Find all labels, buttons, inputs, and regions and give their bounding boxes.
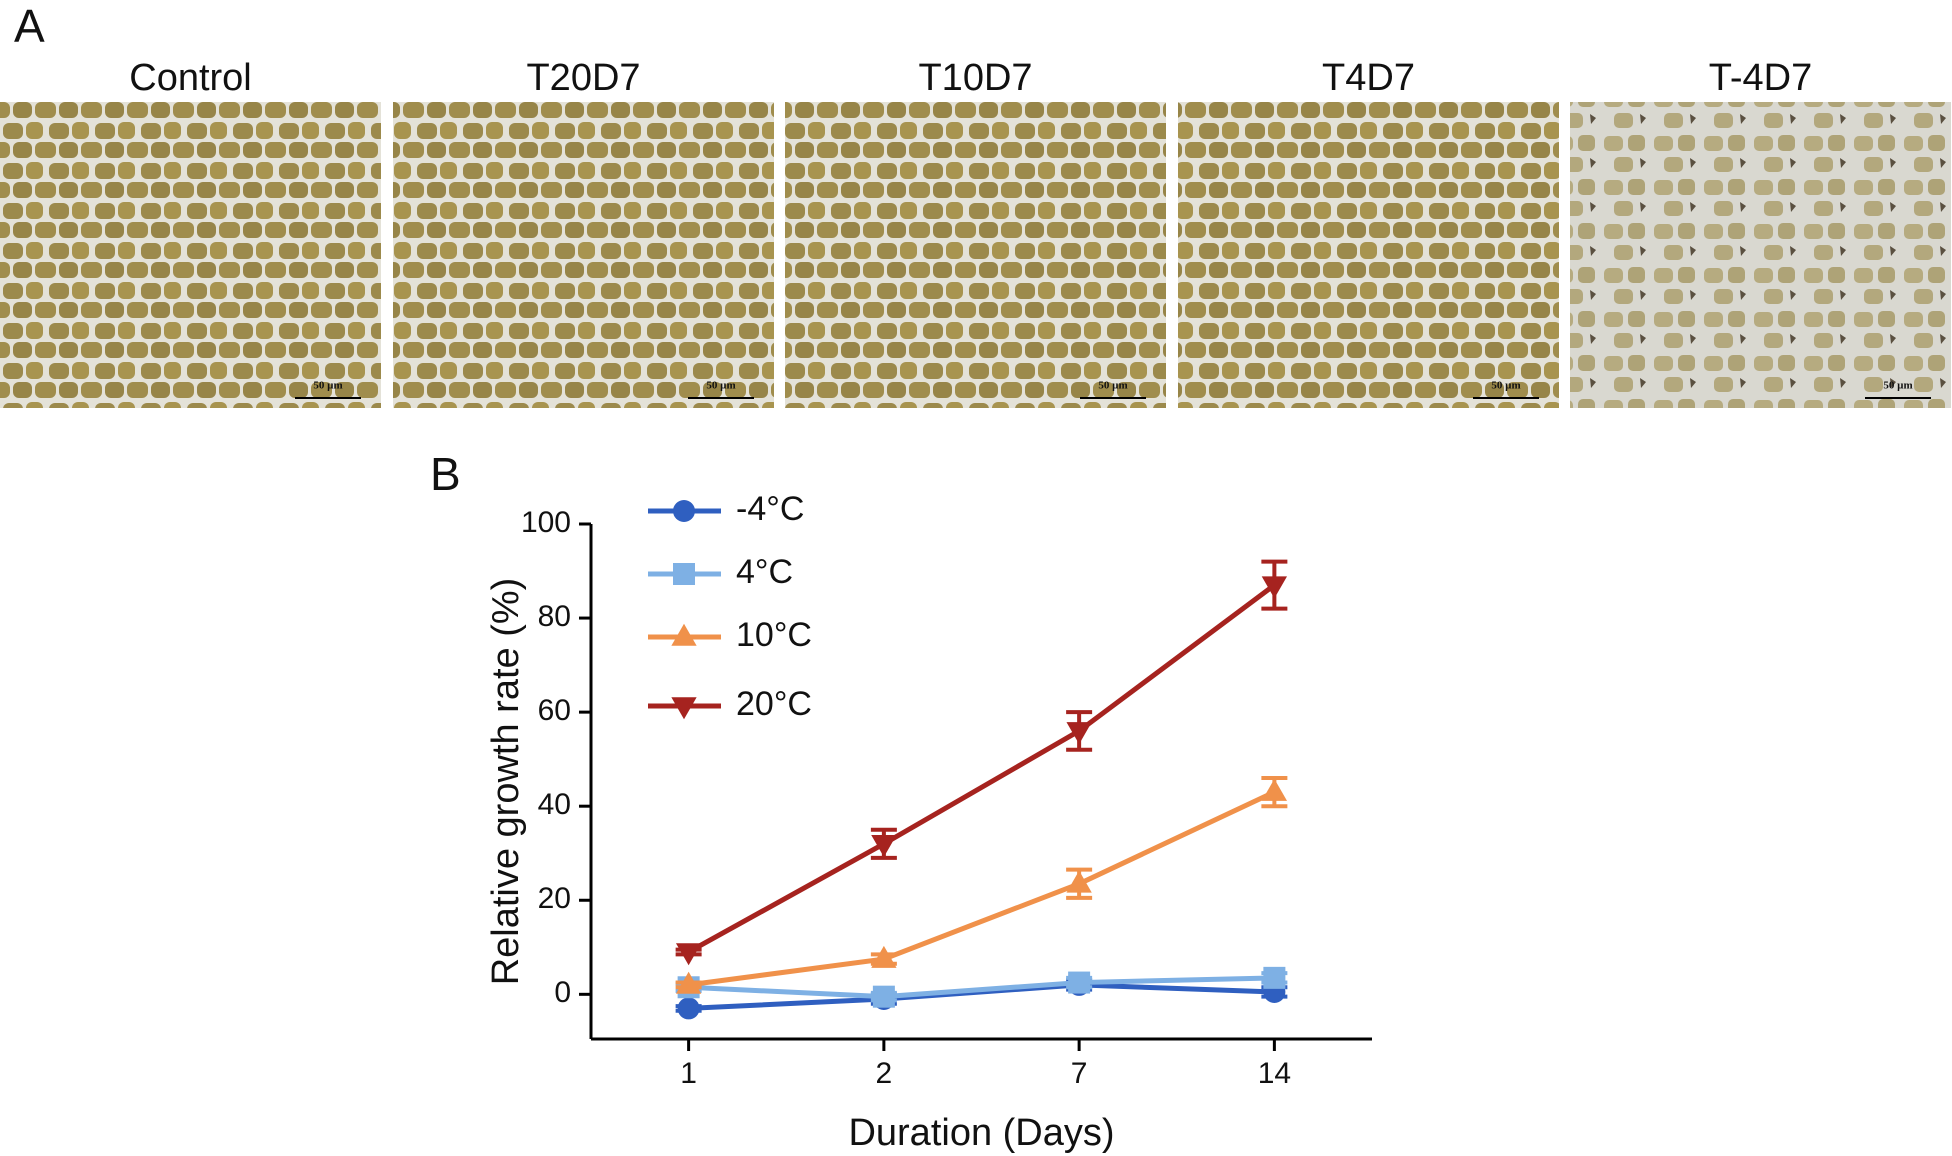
micrograph (1178, 102, 1559, 408)
y-axis-title: Relative growth rate (%) (485, 578, 527, 986)
point (871, 835, 897, 858)
point (1261, 778, 1288, 801)
legend-label: 20°C (736, 685, 812, 723)
scale-bar-label: 50 µm (313, 380, 342, 392)
micrograph (0, 102, 381, 408)
x-tick-label: 2 (876, 1057, 893, 1090)
point (1263, 966, 1286, 989)
micrograph (393, 102, 774, 408)
image-title: T4D7 (1322, 57, 1415, 99)
point (677, 997, 700, 1020)
series (675, 775, 1288, 994)
point (1068, 971, 1091, 994)
x-axis-title: Duration (Days) (848, 1112, 1114, 1154)
series-line (688, 975, 1275, 1000)
legend-marker (671, 697, 697, 720)
y-tick-label: 60 (538, 694, 571, 727)
image-title: Control (129, 57, 252, 99)
image-title: T-4D7 (1709, 57, 1812, 99)
panel-a: A Control 50 µm T20D7 50 µm T10D7 50 µm T4D7 50 … (0, 0, 1951, 408)
point (872, 985, 895, 1008)
x-tick-label: 14 (1258, 1057, 1291, 1090)
series-line (687, 583, 1276, 955)
legend-label: 10°C (736, 616, 812, 654)
legend-marker (673, 563, 695, 585)
scale-bar-label: 50 µm (706, 380, 735, 392)
legend-marker (673, 500, 695, 522)
panel-b: B 0 20 40 60 80 100 1 2 7 14 Duration (Days) Relativ… (430, 448, 1372, 1154)
image-title: T10D7 (918, 57, 1032, 99)
y-tick-label: 20 (538, 882, 571, 915)
series-line (688, 789, 1276, 988)
point (871, 945, 897, 968)
x-tick-label: 1 (680, 1057, 697, 1090)
point (1066, 722, 1092, 745)
scale-bar-label: 50 µm (1098, 380, 1127, 392)
point (675, 943, 702, 966)
y-tick-label: 0 (554, 976, 571, 1009)
image-title: T20D7 (526, 57, 640, 99)
x-tick-label: 7 (1071, 1057, 1088, 1090)
point (1066, 870, 1092, 893)
series (675, 559, 1288, 966)
y-tick-label: 40 (538, 788, 571, 821)
y-tick-label: 100 (521, 506, 571, 539)
panel-label: A (14, 0, 45, 52)
legend-marker (671, 623, 697, 646)
panel-label: B (430, 448, 461, 500)
legend-label: -4°C (736, 490, 804, 528)
scale-bar-label: 50 µm (1883, 380, 1912, 392)
point (675, 971, 702, 994)
point (1261, 576, 1288, 599)
legend-label: 4°C (736, 553, 793, 591)
micrograph (785, 102, 1166, 408)
y-tick-label: 80 (538, 600, 571, 633)
micrograph (1570, 102, 1951, 408)
scale-bar-label: 50 µm (1491, 380, 1520, 392)
